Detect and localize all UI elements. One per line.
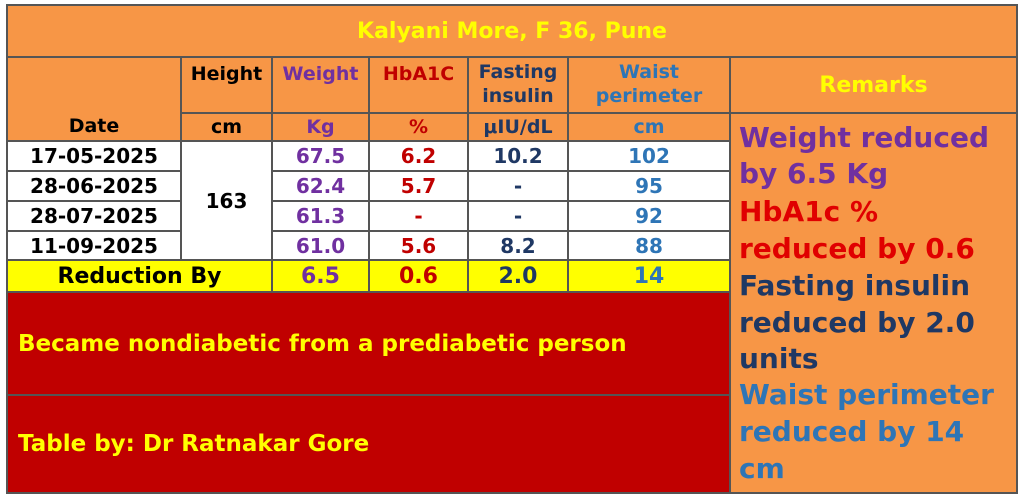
remark-insulin-line-2: reduced by 2.0: [739, 306, 975, 339]
row-2-waist: 95: [568, 171, 730, 201]
reduction-hba1c: 0.6: [369, 260, 468, 292]
row-2-weight: 62.4: [272, 171, 369, 201]
date-header: Date: [68, 115, 120, 137]
row-3-insulin: -: [468, 201, 568, 231]
remark-weight-line-2: by 6.5 Kg: [739, 157, 889, 190]
row-2-date: 28-06-2025: [7, 171, 181, 201]
height-unit: cm: [181, 113, 272, 141]
row-2-insulin: -: [468, 171, 568, 201]
row-4-hba1c: 5.6: [369, 231, 468, 260]
insulin-header: Fasting insulin: [468, 57, 568, 113]
reduction-waist: 14: [568, 260, 730, 292]
row-4-weight: 61.0: [272, 231, 369, 260]
remark-hba1c-line-1: HbA1c %: [739, 195, 879, 228]
waist-unit: cm: [568, 113, 730, 141]
remark-insulin-line-1: Fasting insulin: [739, 269, 971, 302]
insulin-header-line-2: insulin: [482, 85, 554, 107]
waist-header: Waist perimeter: [568, 57, 730, 113]
height-header: Height: [181, 57, 272, 113]
remark-waist-line-2: reduced by 14: [739, 415, 965, 448]
insulin-header-line-1: Fasting: [478, 61, 558, 83]
weight-header: Weight: [272, 57, 369, 113]
remark-waist-line-1: Waist perimeter: [739, 378, 994, 411]
row-3-waist: 92: [568, 201, 730, 231]
weight-unit: Kg: [272, 113, 369, 141]
remark-insulin-line-3: units: [739, 342, 819, 375]
summary-band: Became nondiabetic from a prediabetic pe…: [7, 292, 730, 395]
row-2-hba1c: 5.7: [369, 171, 468, 201]
remark-hba1c-line-2: reduced by 0.6: [739, 232, 975, 265]
waist-header-line-2: perimeter: [595, 85, 703, 107]
reduction-weight: 6.5: [272, 260, 369, 292]
row-1-date: 17-05-2025: [7, 141, 181, 171]
row-1-waist: 102: [568, 141, 730, 171]
remarks-panel: Weight reduced by 6.5 Kg HbA1c % reduced…: [730, 113, 1017, 493]
row-3-date: 28-07-2025: [7, 201, 181, 231]
remark-waist-line-3: cm: [739, 452, 785, 485]
reduction-label: Reduction By: [7, 260, 272, 292]
page-title: Kalyani More, F 36, Pune: [7, 5, 1017, 57]
credit-band: Table by: Dr Ratnakar Gore: [7, 395, 730, 493]
row-3-hba1c: -: [369, 201, 468, 231]
waist-header-line-1: Waist: [618, 61, 679, 83]
hba1c-header: HbA1C: [369, 57, 468, 113]
row-1-insulin: 10.2: [468, 141, 568, 171]
date-header-cell: Date: [7, 57, 181, 141]
remarks-header: Remarks: [730, 57, 1017, 113]
row-4-insulin: 8.2: [468, 231, 568, 260]
row-1-hba1c: 6.2: [369, 141, 468, 171]
hba1c-unit: %: [369, 113, 468, 141]
insulin-unit: μIU/dL: [468, 113, 568, 141]
row-4-date: 11-09-2025: [7, 231, 181, 260]
height-value: 163: [181, 141, 272, 260]
row-1-weight: 67.5: [272, 141, 369, 171]
remark-weight-line-1: Weight reduced: [739, 121, 989, 154]
row-3-weight: 61.3: [272, 201, 369, 231]
row-4-waist: 88: [568, 231, 730, 260]
reduction-insulin: 2.0: [468, 260, 568, 292]
